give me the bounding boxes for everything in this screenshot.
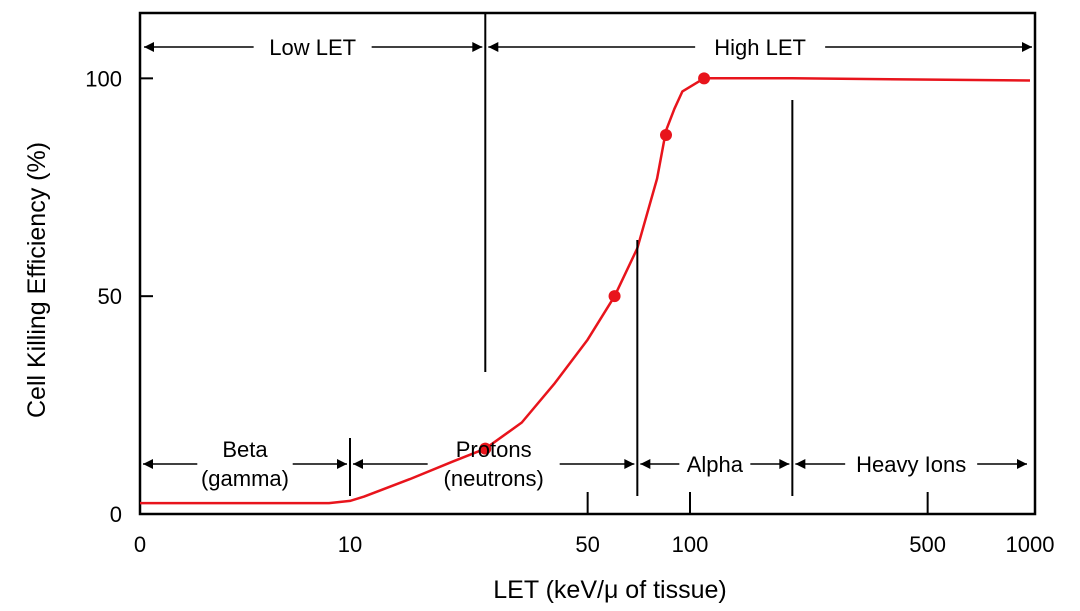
- low-let-label: Low LET: [269, 35, 356, 60]
- region-label: Heavy Ions: [856, 452, 966, 477]
- region-label: Alpha: [687, 452, 744, 477]
- high-let-label: High LET: [714, 35, 806, 60]
- x-axis-title: LET (keV/μ of tissue): [493, 576, 726, 604]
- region-label: Beta: [222, 437, 268, 462]
- data-point: [698, 72, 711, 85]
- x-tick-label: 0: [134, 532, 146, 557]
- x-tick-label: 50: [575, 532, 599, 557]
- data-point: [608, 290, 621, 303]
- y-tick-label: 100: [85, 66, 122, 91]
- y-tick-label: 0: [110, 502, 122, 527]
- x-tick-label: 500: [909, 532, 946, 557]
- data-point: [660, 128, 673, 141]
- x-tick-label: 100: [672, 532, 709, 557]
- data-point: [479, 442, 492, 455]
- y-axis-title: Cell Killing Efficiency (%): [23, 142, 51, 418]
- x-tick-label: 1000: [1006, 532, 1055, 557]
- y-tick-label: 50: [98, 284, 122, 309]
- plot-frame: [138, 11, 1037, 516]
- region-label: (neutrons): [444, 466, 544, 491]
- x-tick-label: 10: [338, 532, 362, 557]
- region-label: Protons: [456, 437, 532, 462]
- series-line: [140, 77, 1031, 505]
- region-label: (gamma): [201, 466, 289, 491]
